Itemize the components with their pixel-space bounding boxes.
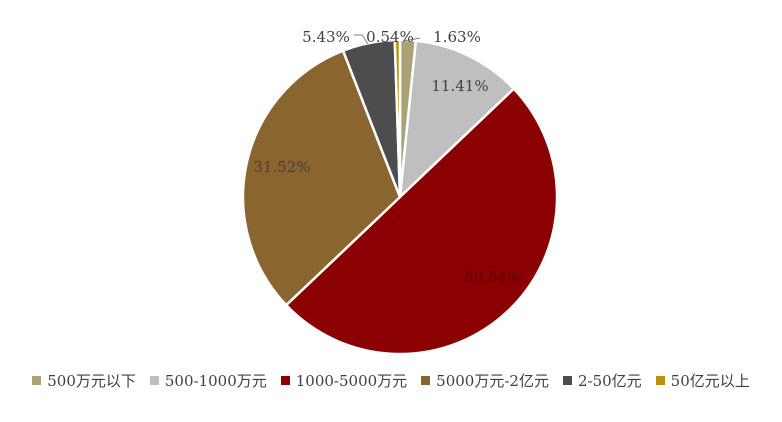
legend-item-4: 2-50亿元	[562, 370, 642, 391]
legend-item-5: 50亿元以上	[655, 370, 750, 391]
legend-label-3: 5000万元-2亿元	[436, 372, 549, 390]
legend-item-2: 1000-5000万元	[280, 370, 408, 391]
legend: 500万元以下 500-1000万元 1000-5000万元 5000万元-2亿元 2-…	[0, 370, 782, 391]
legend-label-1: 500-1000万元	[164, 372, 267, 390]
legend-swatch-5	[655, 376, 665, 385]
legend-item-3: 5000万元-2亿元	[421, 370, 549, 391]
legend-label-4: 2-50亿元	[577, 372, 642, 390]
legend-label-2: 1000-5000万元	[295, 372, 408, 390]
data-label-2: 50.54%	[464, 268, 521, 286]
data-label-3: 31.52%	[253, 158, 310, 176]
legend-swatch-0	[32, 376, 42, 385]
leader-line-4	[354, 34, 369, 45]
legend-item-1: 500-1000万元	[149, 370, 267, 391]
pie-slice-5	[393, 38, 402, 198]
data-label-4: 5.43%	[302, 28, 350, 46]
data-label-5: 0.54%	[366, 28, 414, 46]
pie-slice-3	[241, 49, 402, 307]
leader-line-0	[403, 37, 421, 42]
data-label-1: 11.41%	[431, 77, 488, 95]
legend-item-0: 500万元以下	[32, 370, 136, 391]
pie-slice-2	[284, 87, 559, 356]
legend-swatch-3	[421, 376, 431, 385]
legend-swatch-4	[562, 376, 572, 385]
pie-slice-1	[398, 39, 516, 201]
data-label-0: 1.63%	[433, 28, 481, 46]
legend-swatch-1	[149, 376, 159, 385]
legend-swatch-2	[280, 376, 290, 385]
legend-label-0: 500万元以下	[47, 372, 136, 390]
legend-label-5: 50亿元以上	[670, 372, 750, 390]
pie-chart-svg: 1.63% 11.41% 50.54% 31.52% 5.43% 0.54%	[241, 28, 559, 356]
